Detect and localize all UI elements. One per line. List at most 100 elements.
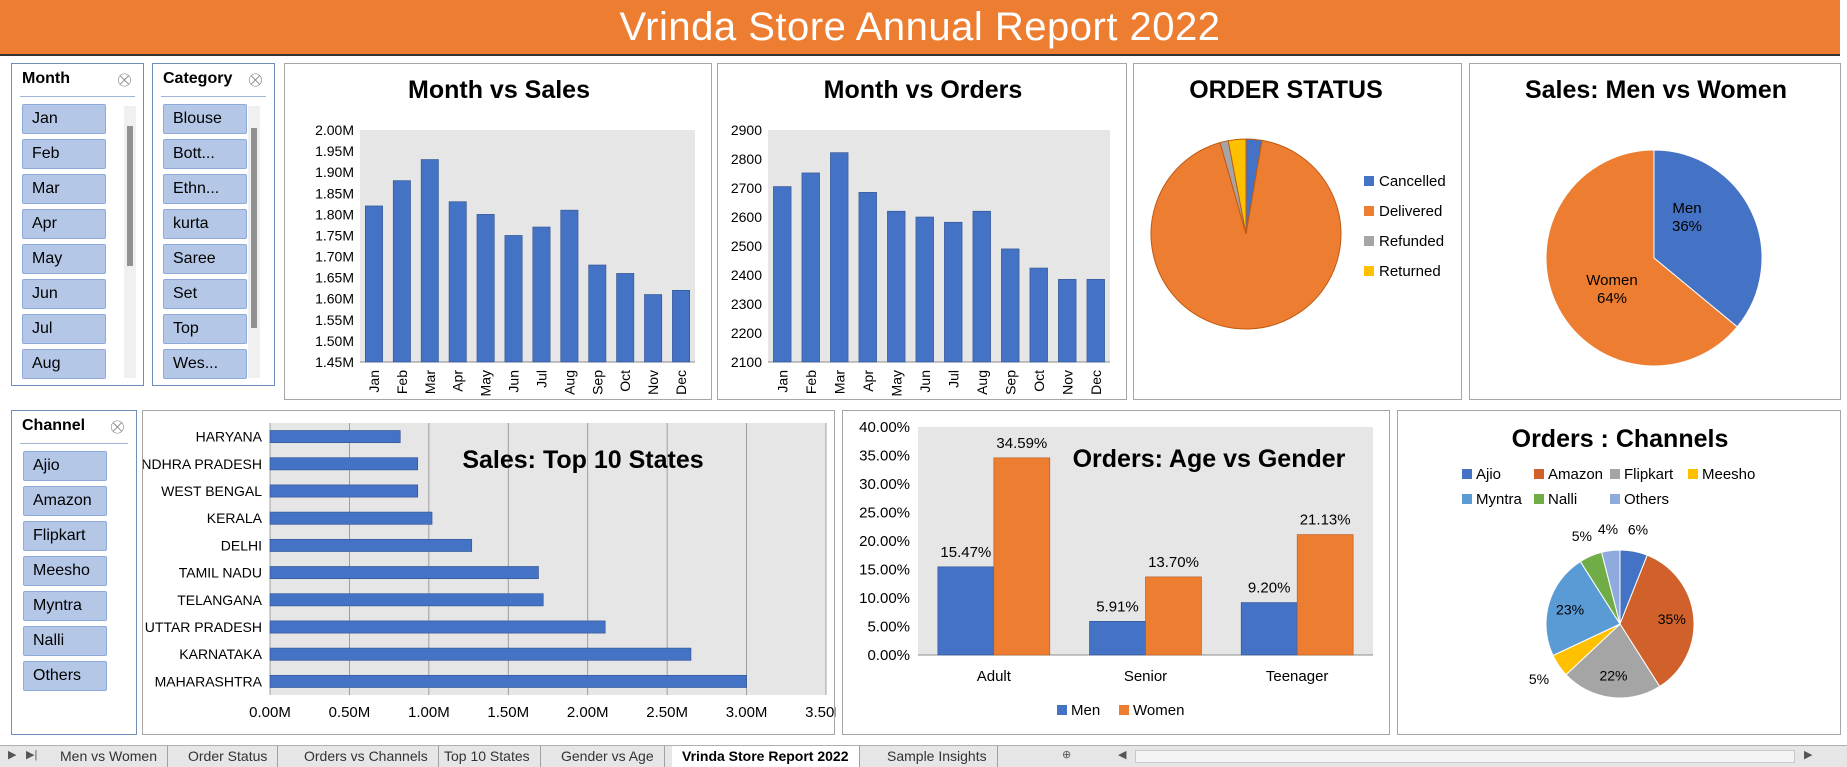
month-item-aug[interactable]: Aug	[22, 349, 106, 379]
men-women-chart[interactable]: Sales: Men vs Women Men 36% Women 64%	[1469, 63, 1841, 400]
slice-returned[interactable]	[1227, 138, 1247, 235]
bar-oct[interactable]	[616, 273, 635, 363]
category-item-blouse[interactable]: Blouse	[163, 104, 247, 134]
bar-nov[interactable]	[644, 294, 663, 363]
bar-senior-women[interactable]	[1145, 576, 1202, 656]
horizontal-scrollbar[interactable]	[1135, 750, 1795, 763]
new-sheet-icon[interactable]: ⊕	[1062, 749, 1072, 761]
bar-mar[interactable]	[830, 152, 849, 363]
sheet-tab-orders-vs-channels[interactable]: Orders vs Channels	[294, 746, 439, 767]
order-status-chart[interactable]: ORDER STATUS Cancelled Delivered Refunded Re…	[1133, 63, 1462, 400]
bar-sep[interactable]	[588, 264, 607, 363]
bar-aug[interactable]	[972, 210, 991, 363]
bar-delhi[interactable]	[269, 538, 473, 552]
category-item-ethn[interactable]: Ethn...	[163, 174, 247, 204]
bar-teenager-women[interactable]	[1296, 534, 1354, 656]
bar-karnataka[interactable]	[269, 647, 692, 661]
channels-chart[interactable]: Orders : Channels Ajio Amazon Flipkart Meesh…	[1397, 410, 1841, 735]
category-item-bott[interactable]: Bott...	[163, 139, 247, 169]
bar-feb[interactable]	[392, 180, 411, 363]
month-sales-chart[interactable]: Month vs Sales 2.00M 1.95M 1.90M 1.85M 1.80M 1…	[284, 63, 712, 400]
age-gender-chart[interactable]: 40.00% 35.00% 30.00% 25.00% 20.00% 15.00% 10.0…	[842, 410, 1390, 735]
month-item-feb[interactable]: Feb	[22, 139, 106, 169]
bar-jun[interactable]	[915, 216, 934, 363]
sheet-tab-gender-vs-age[interactable]: Gender vs Age	[551, 746, 665, 767]
sheet-tab-men-vs-women[interactable]: Men vs Women	[50, 746, 168, 767]
category-item-wes[interactable]: Wes...	[163, 349, 247, 379]
bar-west-bengal[interactable]	[269, 484, 419, 498]
bar-nov[interactable]	[1058, 279, 1077, 363]
slice-flipkart[interactable]	[1565, 623, 1661, 699]
month-item-apr[interactable]: Apr	[22, 209, 106, 239]
category-slicer-scrollbar[interactable]	[248, 106, 260, 378]
channel-item-flipkart[interactable]: Flipkart	[23, 521, 107, 551]
month-item-mar[interactable]: Mar	[22, 174, 106, 204]
month-item-jan[interactable]: Jan	[22, 104, 106, 134]
slice-myntra[interactable]	[1545, 560, 1621, 657]
bar-sep[interactable]	[1001, 248, 1020, 363]
bar-adult-women[interactable]	[993, 457, 1051, 656]
bar-telangana[interactable]	[269, 593, 544, 607]
category-item-kurta[interactable]: kurta	[163, 209, 247, 239]
bar-haryana[interactable]	[269, 430, 401, 444]
category-item-top[interactable]: Top	[163, 314, 247, 344]
bar-dec[interactable]	[1086, 279, 1105, 363]
month-orders-chart[interactable]: Month vs Orders 2900 2800 2700 2600 2500 2400 2…	[717, 63, 1127, 400]
bar-maharashtra[interactable]	[269, 674, 747, 688]
slice-others[interactable]	[1600, 549, 1621, 625]
slice-men[interactable]	[1653, 149, 1763, 328]
sheet-tab-vrinda-store-report-2022[interactable]: Vrinda Store Report 2022	[672, 746, 860, 767]
clear-filter-icon[interactable]: ⛒	[117, 72, 131, 87]
bar-jun[interactable]	[504, 235, 523, 363]
bar-jul[interactable]	[944, 221, 963, 363]
clear-filter-icon[interactable]: ⛒	[248, 72, 262, 87]
bar-tamil-nadu[interactable]	[269, 566, 539, 580]
channel-slicer[interactable]: Channel ⛒ Ajio Amazon Flipkart Meesho Myntra…	[11, 410, 137, 735]
bar-may[interactable]	[476, 214, 495, 363]
channel-item-myntra[interactable]: Myntra	[23, 591, 107, 621]
bar-apr[interactable]	[448, 201, 467, 363]
month-item-jun[interactable]: Jun	[22, 279, 106, 309]
scroll-right-icon[interactable]: ▶	[1804, 749, 1813, 761]
channel-item-nalli[interactable]: Nalli	[23, 626, 107, 656]
sheet-tab-sample-insights[interactable]: Sample Insights	[877, 746, 998, 767]
month-slicer-scrollbar[interactable]	[124, 106, 136, 378]
bar-kerala[interactable]	[269, 511, 433, 525]
channel-item-ajio[interactable]: Ajio	[23, 451, 107, 481]
scroll-left-icon[interactable]: ◀	[1118, 749, 1127, 761]
bar-jan[interactable]	[773, 186, 792, 363]
month-item-jul[interactable]: Jul	[22, 314, 106, 344]
bar-adult-men[interactable]	[937, 566, 995, 656]
bar-jul[interactable]	[532, 226, 551, 363]
clear-filter-icon[interactable]: ⛒	[110, 419, 124, 434]
bar-oct[interactable]	[1029, 267, 1048, 363]
first-sheet-icon[interactable]: ▶	[8, 749, 17, 761]
scrollbar-thumb[interactable]	[127, 126, 133, 266]
month-item-may[interactable]: May	[22, 244, 106, 274]
month-slicer[interactable]: Month ⛒ Jan Feb Mar Apr May Jun Jul Aug	[11, 63, 144, 386]
bar-andhra-pradesh[interactable]	[269, 457, 419, 471]
bar-teenager-men[interactable]	[1240, 602, 1298, 656]
slice-women[interactable]	[1545, 149, 1738, 367]
channel-item-meesho[interactable]: Meesho	[23, 556, 107, 586]
sheet-tab-order-status[interactable]: Order Status	[178, 746, 279, 767]
bar-senior-men[interactable]	[1089, 621, 1146, 656]
slice-delivered[interactable]	[1150, 139, 1342, 330]
scrollbar-thumb[interactable]	[251, 128, 257, 328]
top-states-chart[interactable]: 0.00M 0.50M 1.00M 1.50M 2.00M 2.50M 3.00M 3.50M…	[132, 410, 847, 735]
bar-feb[interactable]	[801, 172, 820, 363]
bar-uttar-pradesh[interactable]	[269, 620, 606, 634]
category-item-set[interactable]: Set	[163, 279, 247, 309]
category-slicer[interactable]: Category ⛒ Blouse Bott... Ethn... kurta Sare…	[152, 63, 275, 386]
channel-item-others[interactable]: Others	[23, 661, 107, 691]
bar-mar[interactable]	[420, 159, 439, 363]
bar-may[interactable]	[887, 210, 906, 363]
category-item-saree[interactable]: Saree	[163, 244, 247, 274]
sheet-tab-top-10-states[interactable]: Top 10 States	[434, 746, 541, 767]
bar-jan[interactable]	[365, 205, 383, 363]
bar-apr[interactable]	[858, 192, 877, 363]
slice-amazon[interactable]	[1619, 554, 1695, 688]
last-sheet-icon[interactable]: ▶|	[26, 749, 38, 761]
bar-dec[interactable]	[672, 289, 690, 363]
bar-aug[interactable]	[560, 209, 579, 363]
